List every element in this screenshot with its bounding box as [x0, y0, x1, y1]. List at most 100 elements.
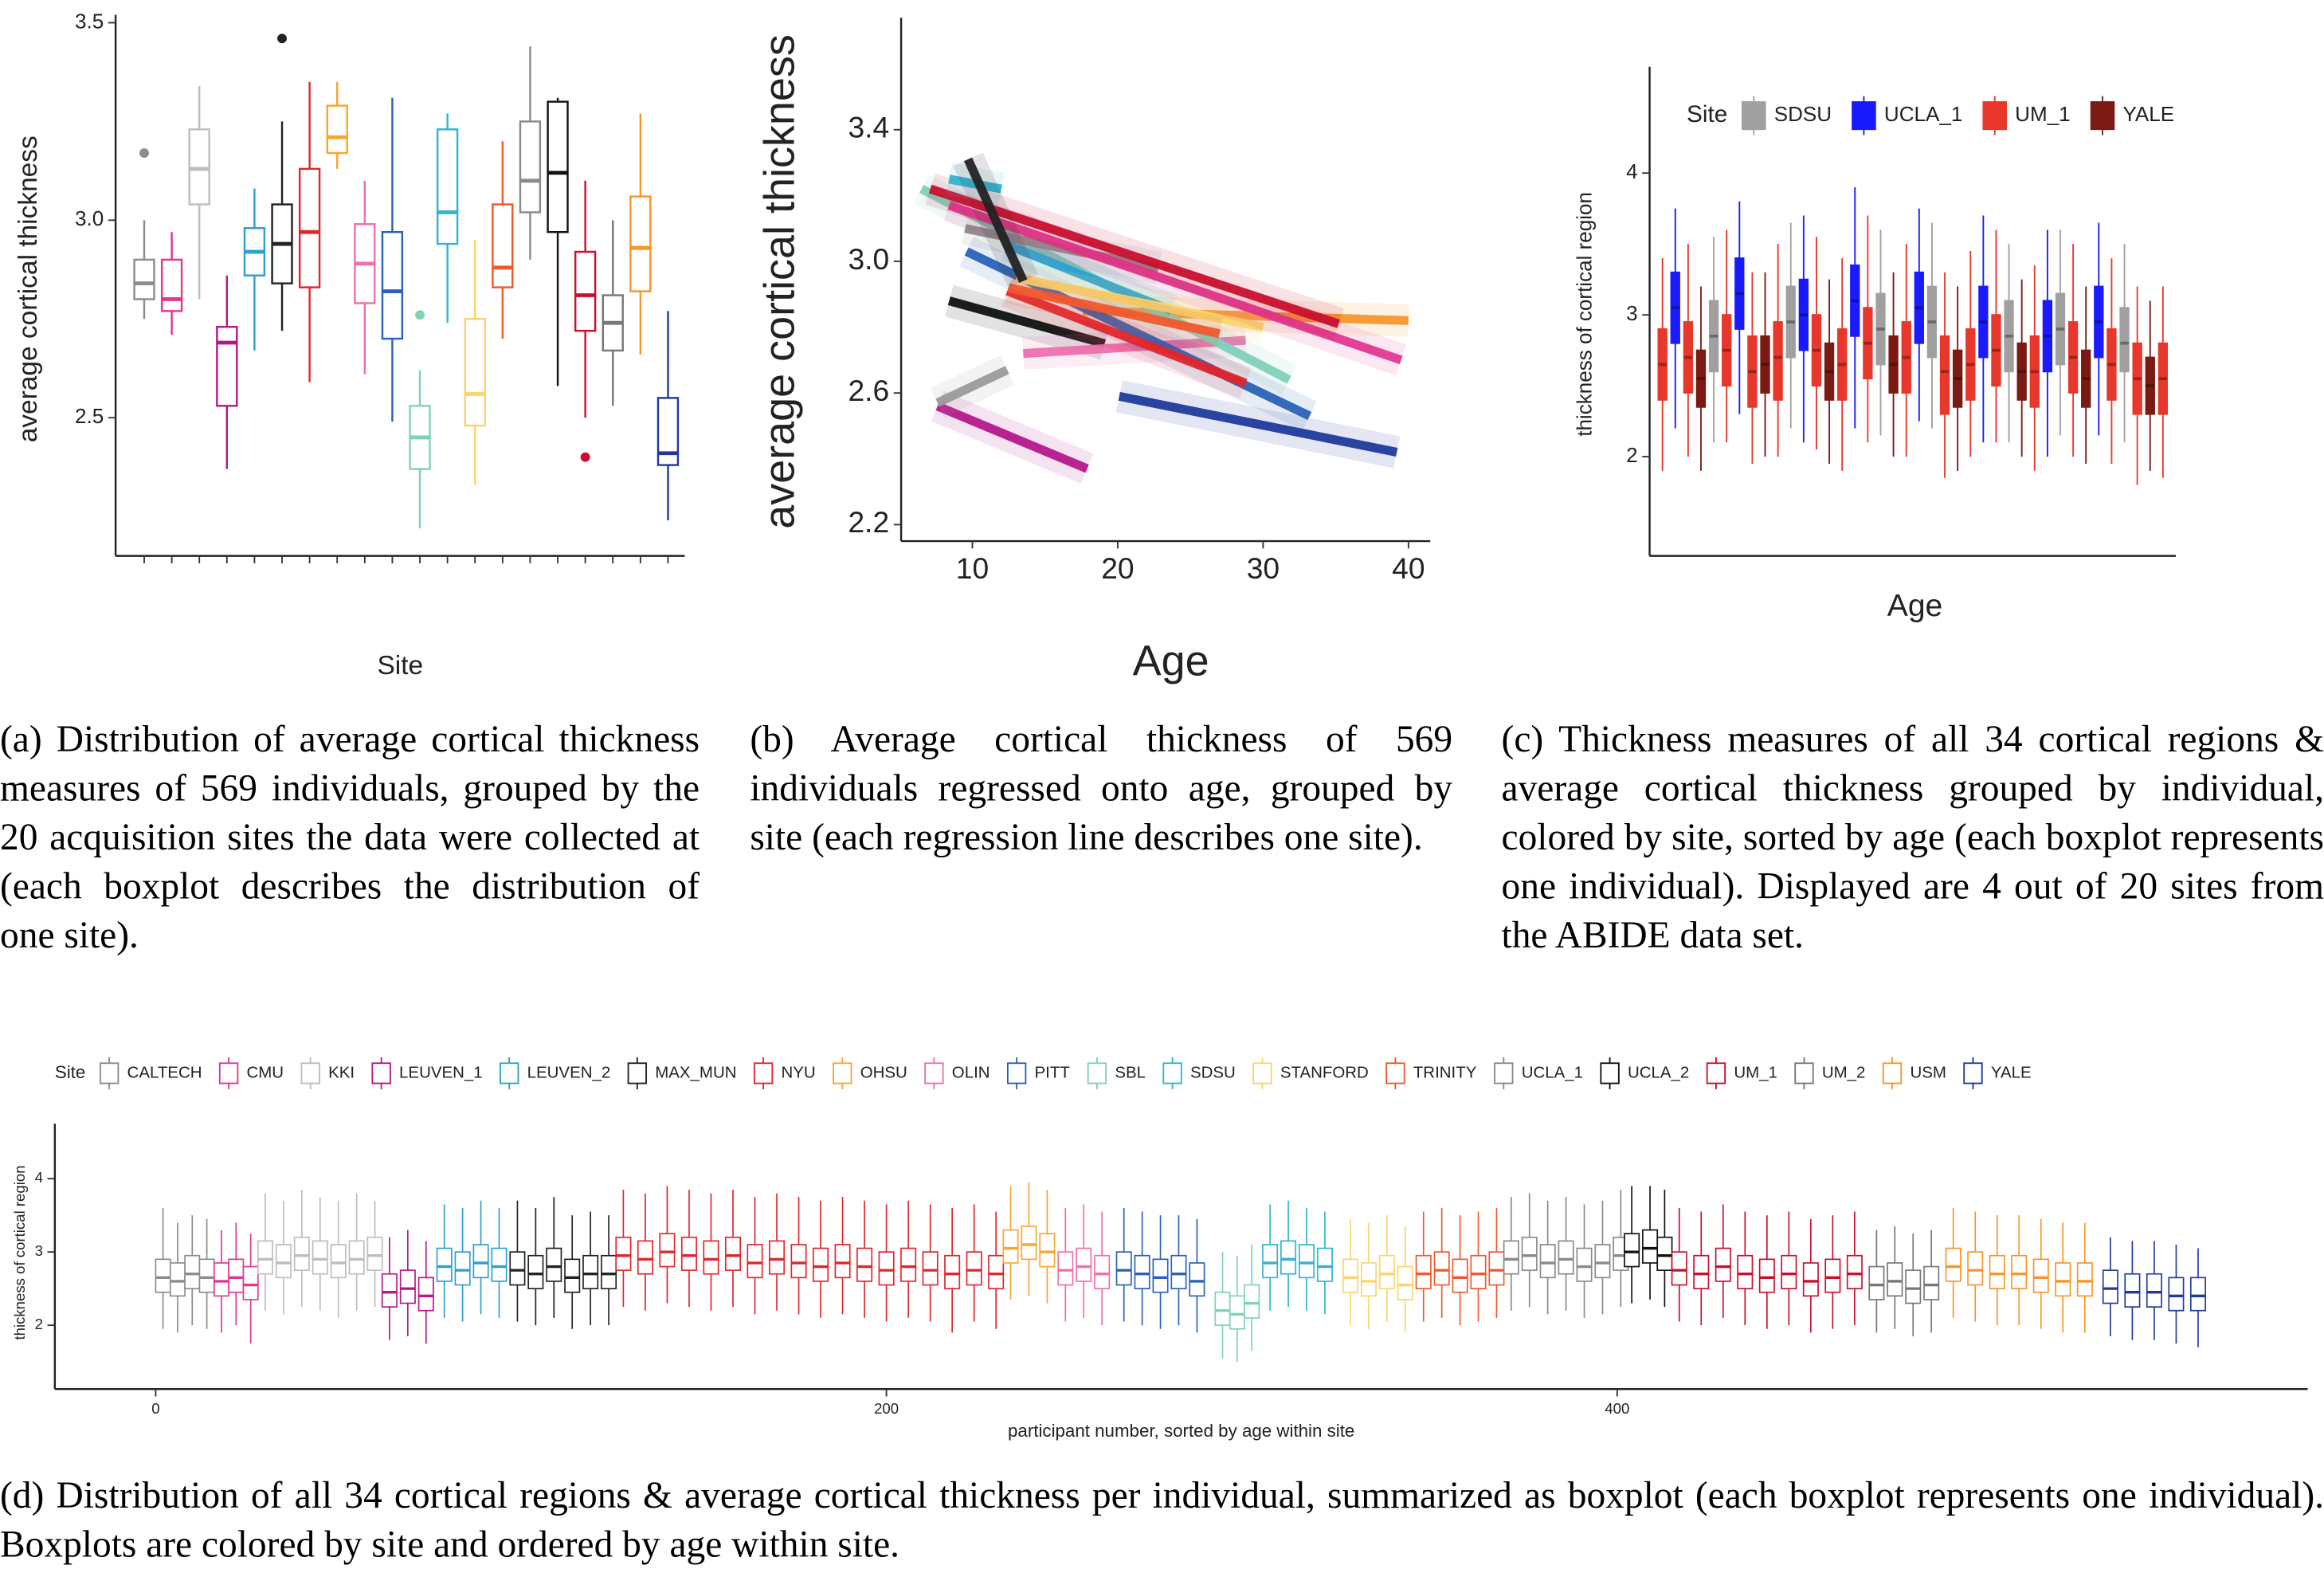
box [454, 1251, 471, 1286]
legend-label: UM_2 [1822, 1063, 1866, 1081]
legend-label: MAX_MUN [655, 1063, 736, 1081]
legend-key [371, 1062, 391, 1085]
box [922, 1251, 939, 1286]
box [834, 1244, 851, 1279]
panel: 2.5 3.0 3.5 Site average cortical thickness (… [0, 9, 700, 956]
x-tick-label: 20 [1101, 551, 1134, 585]
box [381, 1273, 398, 1308]
caption: (d) Distribution of all 34 cortical regi… [0, 1473, 2324, 1566]
caption-box: (d) Distribution of all 34 cortical regi… [0, 1473, 2324, 1566]
caption-box: (c) Thickness measures of all 34 cortica… [1502, 717, 2324, 956]
box [1773, 321, 1783, 401]
box [1488, 1251, 1505, 1286]
y-tick-label: 3.4 [848, 111, 889, 144]
legend-label: STANFORD [1280, 1063, 1369, 1081]
box [2016, 342, 2027, 401]
legend-key [833, 1062, 852, 1085]
legend-key [1882, 1062, 1903, 1085]
box [1965, 328, 1976, 401]
regression-line [947, 201, 1403, 365]
legend-key [1600, 1062, 1620, 1085]
box [1868, 1265, 1885, 1300]
box [519, 120, 542, 214]
box [1887, 1262, 1903, 1297]
x-axis-title: Site [377, 651, 423, 681]
box [1785, 285, 1796, 359]
regression-line [1005, 286, 1248, 387]
box [659, 1233, 676, 1268]
box [1378, 1254, 1395, 1289]
legend-key [753, 1062, 774, 1085]
panel: 2 3 4 0 200 400 participant number, sorted by … [0, 1057, 2324, 1566]
box [2011, 1254, 2028, 1289]
y-tick-label: 2.2 [848, 505, 889, 539]
box [1397, 1265, 1413, 1300]
x-tick-label: 400 [1605, 1400, 1629, 1417]
box [1978, 285, 1989, 359]
x-tick-label: 0 [151, 1400, 159, 1417]
legend-key [99, 1062, 120, 1085]
box [1470, 1254, 1487, 1289]
y-tick-label: 2 [35, 1316, 43, 1332]
box [1657, 328, 1668, 401]
y-tick-label: 4 [1626, 159, 1637, 183]
legend-label: NYU [782, 1063, 816, 1081]
legend-title: Site [1687, 101, 1727, 127]
box [2157, 342, 2169, 415]
box [312, 1240, 328, 1275]
box [1758, 1258, 1775, 1293]
legend-label: UCLA_1 [1522, 1063, 1583, 1081]
box [1039, 1233, 1056, 1268]
box [1695, 349, 1707, 408]
box [1850, 264, 1860, 337]
legend-label: PITT [1035, 1063, 1071, 1081]
box [1781, 1254, 1797, 1289]
y-tick-label: 3.5 [75, 9, 104, 33]
box [601, 1254, 617, 1289]
box [564, 1258, 581, 1293]
box [2145, 356, 2155, 415]
legend-label: LEUVEN_1 [399, 1063, 483, 1081]
box [2132, 342, 2142, 415]
box [1229, 1295, 1245, 1330]
y-axis-title: thickness of cortical region [11, 1165, 28, 1340]
legend-key [1963, 1062, 1983, 1085]
box [381, 230, 404, 340]
box [509, 1251, 526, 1286]
y-axis-title: average cortical thickness [756, 34, 804, 529]
box [615, 1236, 632, 1271]
box [1624, 1233, 1640, 1268]
box [326, 104, 348, 155]
y-tick-label: 3 [35, 1242, 43, 1259]
x-tick-label: 40 [1392, 551, 1425, 585]
legend-label: UM_1 [1734, 1063, 1777, 1081]
y-tick-label: 2.5 [75, 404, 104, 428]
box [155, 1258, 171, 1293]
panel: 2 3 4 Age thickness of cortical region (c) Th… [1502, 66, 2324, 956]
box [1837, 328, 1848, 401]
legend-key [1006, 1062, 1027, 1085]
box [1708, 300, 1719, 373]
box [574, 250, 597, 332]
outlier [139, 148, 149, 159]
box [2081, 349, 2091, 408]
box [1798, 278, 1809, 351]
box [547, 100, 569, 233]
box [293, 1236, 310, 1271]
box [1316, 1247, 1333, 1282]
legend-title: Site [55, 1062, 85, 1082]
regression-line [935, 366, 1009, 407]
legend-label: TRINITY [1413, 1063, 1477, 1081]
box [2029, 335, 2040, 408]
box [2032, 1258, 2049, 1293]
box [2106, 328, 2117, 401]
box [1076, 1247, 1092, 1282]
box [1170, 1254, 1187, 1289]
box [680, 1236, 697, 1271]
y-tick-label: 3.0 [75, 206, 104, 230]
x-axis-title: participant number, sorted by age within… [1008, 1421, 1354, 1441]
box [1693, 1254, 1710, 1289]
legend-label: UCLA_1 [1884, 102, 1962, 126]
box [1415, 1254, 1432, 1289]
